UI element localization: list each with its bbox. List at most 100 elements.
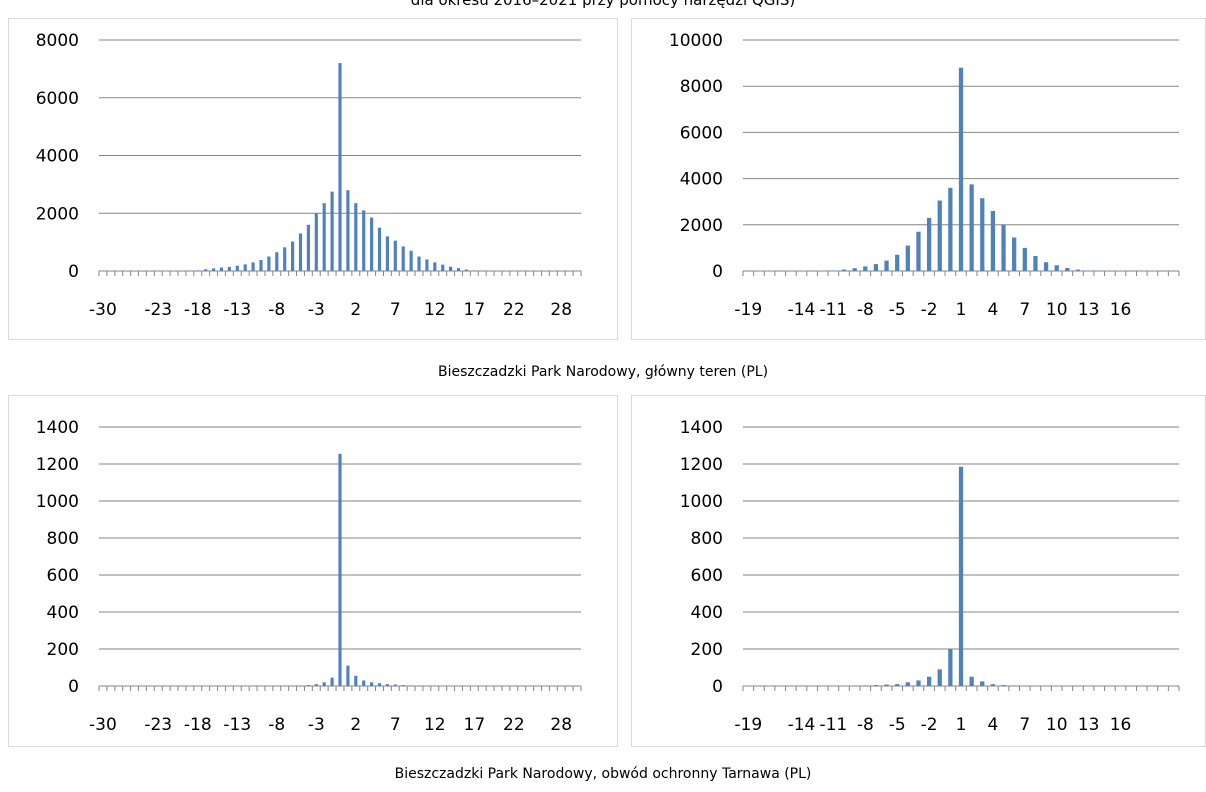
bar xyxy=(916,680,921,686)
y-tick-label: 2000 xyxy=(36,204,79,224)
y-tick-label: 200 xyxy=(47,640,79,660)
bar xyxy=(895,684,900,686)
bar xyxy=(464,269,469,271)
bar xyxy=(393,684,397,686)
x-tick-label: 12 xyxy=(424,715,446,735)
x-tick-label: -18 xyxy=(184,715,212,735)
bar xyxy=(243,264,247,271)
x-tick-label: 17 xyxy=(464,300,486,320)
x-tick-label: -19 xyxy=(734,300,762,320)
x-tick-label: -11 xyxy=(819,715,847,735)
x-tick-label: -2 xyxy=(921,300,938,320)
top-caption: dla okresu 2016–2021 przy pomocy narzędz… xyxy=(410,0,796,9)
bar xyxy=(196,270,200,271)
y-tick-label: 1400 xyxy=(36,418,79,438)
bar xyxy=(362,210,366,271)
bar xyxy=(948,187,953,271)
bar xyxy=(267,256,271,271)
bar xyxy=(417,256,421,271)
bar xyxy=(884,260,889,271)
bar xyxy=(338,453,342,686)
bar xyxy=(370,217,374,271)
bar xyxy=(346,665,350,686)
bar xyxy=(306,224,310,271)
bar xyxy=(926,217,932,271)
bar xyxy=(338,63,342,271)
bar xyxy=(235,265,239,271)
bar xyxy=(322,682,326,686)
bar xyxy=(377,683,382,686)
x-tick-label: -3 xyxy=(308,715,325,735)
x-tick-label: 28 xyxy=(550,715,572,735)
bar xyxy=(969,184,974,271)
bar xyxy=(370,682,374,686)
chart-panel-top-left: 0 2000 4000 6000 8000 -30 -23 -18 -13 -8 -3 2 7 12 17 2… xyxy=(8,18,618,340)
section-caption-main: Bieszczadzki Park Narodowy, główny teren… xyxy=(437,364,769,380)
y-tick-label: 400 xyxy=(691,603,723,623)
bar xyxy=(948,649,953,686)
x-tick-label: -23 xyxy=(144,300,172,320)
y-tick-label: 4000 xyxy=(680,170,723,190)
bar xyxy=(425,259,429,271)
y-tick-label: 1200 xyxy=(36,455,79,475)
x-tick-label: 17 xyxy=(464,715,486,735)
chart-bottom-left: 0 200 400 600 800 1000 1200 1400 -30 -23 -18 -13 -8 -… xyxy=(36,418,582,735)
bar xyxy=(990,210,996,271)
x-tick-label: 22 xyxy=(503,300,525,320)
y-tick-label: 400 xyxy=(47,603,79,623)
x-tick-label: 10 xyxy=(1046,300,1068,320)
bar xyxy=(873,264,879,271)
y-tick-label: 800 xyxy=(691,529,723,549)
bar xyxy=(259,260,263,271)
y-tick-label: 1000 xyxy=(680,492,723,512)
chart-panel-bottom-left: 0 200 400 600 800 1000 1200 1400 -30 -23 -18 -13 -8 -… xyxy=(8,395,618,747)
x-tick-label: 4 xyxy=(987,300,998,320)
bar xyxy=(1033,255,1038,271)
x-tick-label: 13 xyxy=(1078,715,1100,735)
bar xyxy=(926,676,932,686)
bar xyxy=(409,250,413,271)
chart-top-left: 0 2000 4000 6000 8000 -30 -23 -18 -13 -8 -3 2 7 12 17 2… xyxy=(36,31,582,320)
chart-panel-bottom-right: 0 200 400 600 800 1000 1200 1400 -19 -14 -11 -8 -5 -2… xyxy=(631,395,1206,747)
bar xyxy=(291,241,295,271)
chart-top-right: 0 2000 4000 6000 8000 10000 -19 -14 -11 -8 -5 -2 1 4 7… xyxy=(669,31,1180,320)
bar xyxy=(330,677,334,686)
bar xyxy=(958,466,964,686)
x-tick-label: -19 xyxy=(734,715,762,735)
bar xyxy=(251,262,255,271)
x-tick-label: -8 xyxy=(268,715,285,735)
bar xyxy=(385,684,389,686)
bar xyxy=(441,264,445,271)
x-tick-label: 16 xyxy=(1110,300,1132,320)
x-tick-label: 2 xyxy=(350,300,361,320)
bar xyxy=(227,266,231,271)
bar xyxy=(841,269,847,271)
y-tick-label: 8000 xyxy=(680,77,723,97)
bar xyxy=(275,252,279,271)
bar xyxy=(433,262,437,271)
bar xyxy=(409,685,413,686)
bar xyxy=(377,227,382,271)
x-tick-label: -13 xyxy=(223,715,251,735)
bar xyxy=(219,267,224,271)
y-tick-label: 1000 xyxy=(36,492,79,512)
bar xyxy=(1022,247,1027,271)
bar xyxy=(330,191,334,271)
y-tick-label: 1400 xyxy=(680,418,723,438)
x-tick-label: -23 xyxy=(144,715,172,735)
bar xyxy=(884,684,889,686)
bar xyxy=(937,669,942,686)
bar xyxy=(916,231,921,271)
x-tick-label: 7 xyxy=(1019,715,1030,735)
x-tick-label: -30 xyxy=(89,715,117,735)
bar xyxy=(1012,685,1017,686)
bar xyxy=(905,245,910,271)
chart-panel-top-right: 0 2000 4000 6000 8000 10000 -19 -14 -11 -8 -5 -2 1 4 7… xyxy=(631,18,1206,340)
bar xyxy=(873,685,879,686)
bar xyxy=(456,268,461,271)
x-tick-label: 16 xyxy=(1110,715,1132,735)
y-tick-label: 0 xyxy=(712,677,723,697)
x-tick-label: 22 xyxy=(503,715,525,735)
bar xyxy=(385,236,389,271)
x-tick-label: 13 xyxy=(1078,300,1100,320)
